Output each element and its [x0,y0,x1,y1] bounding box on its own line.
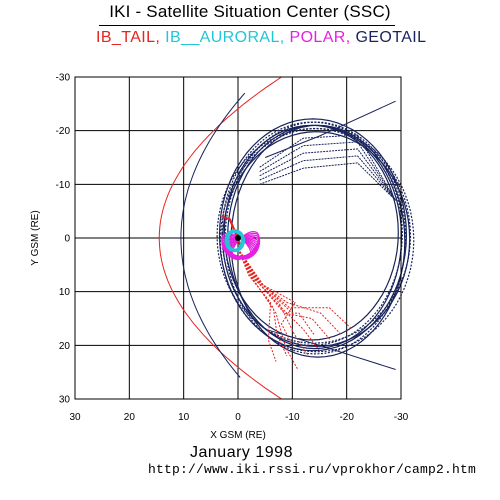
x-axis-label: X GSM (RE) [210,430,266,441]
x-tick-label: -10 [285,412,300,423]
chart-title: IKI - Satellite Situation Center (SSC) [109,2,391,21]
legend-item-geotail: GEOTAIL [355,29,427,46]
ib-tail-track [237,248,342,335]
axis-ticks: 30 20 10 0 -10 -20 -30 -30 -20 -10 0 10 20 30 [56,73,409,424]
y-tick-label: 0 [64,234,70,245]
legend: IB_TAIL, IB__AURORAL, POLAR, GEOTAIL [96,29,500,47]
legend-item-polar: POLAR, [289,29,351,46]
ib-tail-track [237,248,296,346]
x-tick-label: 10 [178,412,190,423]
geotail-orbit [230,124,406,358]
ib-tail-track [237,248,320,352]
source-url: http://www.iki.rssi.ru/vprokhor/camp2.ht… [148,462,477,477]
geotail-arc [259,155,396,201]
y-tick-label: -30 [56,73,71,84]
y-tick-label: 20 [59,341,71,352]
geotail-arc [259,141,397,201]
auroral-orbit [226,230,243,251]
date-label: January 1998 [190,444,293,461]
y-tick-label: -20 [56,126,71,137]
x-tick-label: -30 [394,412,409,423]
earth-marker [235,235,241,241]
geotail-arc [259,162,396,201]
polar-orbit [231,231,260,261]
boundary-outer-curve [158,76,282,400]
y-axis-label: Y GSM (RE) [30,210,41,265]
title-underline [99,25,395,26]
ib-tail-track [237,248,331,341]
x-tick-label: 30 [69,412,81,423]
geotail-orbit [222,131,411,348]
ib-tail-track [237,248,299,370]
y-tick-label: -10 [56,180,71,191]
ib-tail-track [237,248,310,357]
legend-item-ib-tail: IB_TAIL, [96,29,161,46]
ib-tail-track [237,248,277,362]
y-tick-label: 30 [59,395,71,406]
orbit-traces [158,76,415,400]
geotail-arc [259,148,397,201]
x-tick-label: -20 [339,412,354,423]
geotail-arc [259,134,397,201]
x-tick-label: 0 [235,412,241,423]
auroral-orbit [225,229,245,252]
boundary-inner-curve [180,92,246,378]
auroral-orbit [227,231,242,250]
x-tick-label: 20 [124,412,136,423]
plot-frame [74,76,402,400]
ib-tail-track [237,248,353,330]
tail-line-north [265,100,396,158]
y-tick-label: 10 [59,287,71,298]
auroral-orbit [224,229,246,253]
legend-item-ib-auroral: IB__AURORAL, [165,29,285,46]
